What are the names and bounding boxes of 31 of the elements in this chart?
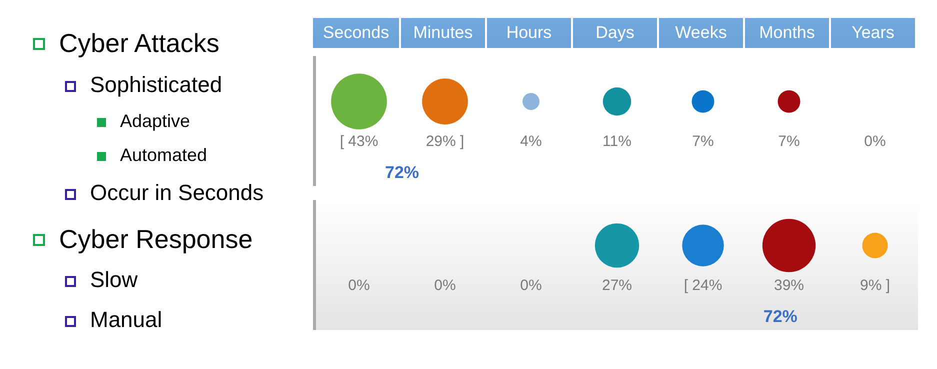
category-label: Minutes bbox=[399, 18, 485, 48]
category-label: Weeks bbox=[657, 18, 743, 48]
data-label: 7% bbox=[692, 133, 714, 150]
text: Cyber Response bbox=[59, 224, 253, 255]
data-label: 0% bbox=[434, 277, 456, 294]
data-label: 0% bbox=[864, 133, 886, 150]
data-label: 9% ] bbox=[860, 277, 890, 294]
category-label: Days bbox=[571, 18, 657, 48]
text: Adaptive bbox=[120, 110, 190, 132]
data-label: 4% bbox=[520, 133, 542, 150]
text: 72% bbox=[384, 163, 420, 182]
text: Manual bbox=[90, 307, 162, 334]
text: Automated bbox=[120, 144, 208, 166]
data-label: [ 24% bbox=[684, 277, 722, 294]
data-label: 39% bbox=[774, 277, 804, 294]
category-label: Years bbox=[829, 18, 915, 48]
text: Sophisticated bbox=[90, 72, 222, 98]
category-label: Months bbox=[743, 18, 829, 48]
data-label: 0% bbox=[520, 277, 542, 294]
data-label: 27% bbox=[602, 277, 632, 294]
text: 72% bbox=[763, 307, 798, 326]
text: Slow bbox=[90, 267, 138, 294]
data-label: 0% bbox=[348, 277, 370, 294]
text: Occur in Seconds bbox=[90, 180, 264, 206]
text: Cyber Attacks bbox=[59, 28, 220, 59]
category-label: Hours bbox=[485, 18, 571, 48]
category-label: Seconds bbox=[322, 22, 390, 44]
data-label: 7% bbox=[778, 133, 800, 150]
data-label: 29% ] bbox=[426, 133, 464, 150]
data-label: 11% bbox=[602, 133, 632, 150]
data-label: [ 43% bbox=[340, 133, 378, 150]
